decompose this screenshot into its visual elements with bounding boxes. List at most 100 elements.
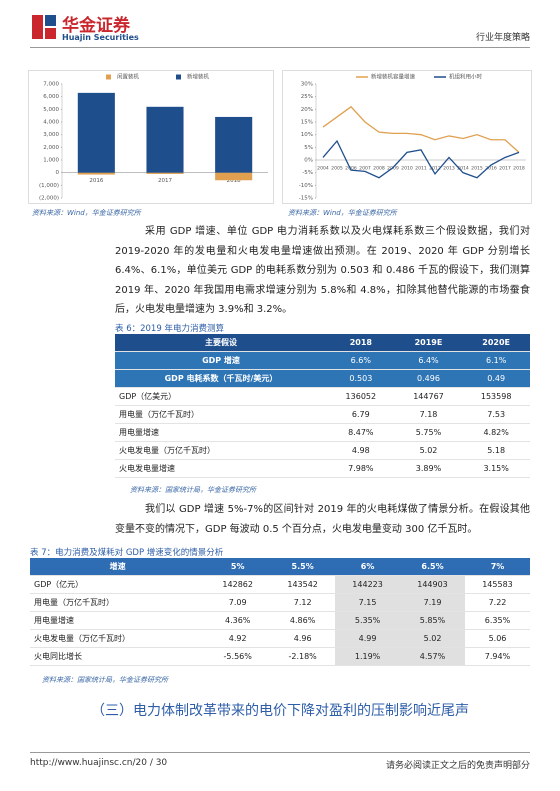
footer-rule	[30, 752, 530, 753]
row-label: 火电发电量增速	[115, 459, 327, 478]
table-cell: 7.19	[400, 593, 465, 612]
table-row: 火电同比增长 -5.56% -2.18% 1.19% 4.57% 7.94%	[30, 647, 530, 666]
table-cell: 5.18	[462, 441, 530, 460]
table-cell: 4.86%	[270, 611, 336, 630]
table-cell: 4.82%	[462, 423, 530, 442]
table-cell: 4.96	[270, 629, 336, 648]
x-tick-label: 2016	[89, 178, 103, 184]
x-tick-label: 2008	[373, 166, 385, 172]
table-cell: 142862	[205, 575, 271, 594]
legend-swatch	[106, 74, 111, 80]
table-cell: 6.6%	[327, 351, 395, 370]
table-cell: 5.02	[400, 629, 465, 648]
table-cell: 2020E	[462, 334, 530, 352]
table-cell: 6%	[335, 558, 401, 576]
row-label: GDP 电耗系数（千瓦时/美元）	[115, 369, 327, 388]
bar-chart: (2,000) (1,000) 0 1,000 2,000 3,000 4,000 5,000…	[28, 70, 274, 204]
bar	[77, 172, 115, 175]
table-cell: 5%	[205, 558, 271, 576]
table-cell: 4.99	[335, 629, 401, 648]
table-cell: 5.5%	[270, 558, 336, 576]
legend-label: 新增装机容量增速	[371, 73, 416, 81]
x-tick-label: 2009	[387, 166, 399, 172]
table-cell: 7.12	[270, 593, 336, 612]
x-tick-label: 2005	[331, 166, 343, 172]
table-cell: 4.98	[327, 441, 395, 460]
table-cell: 4.36%	[205, 611, 271, 630]
source: 资料来源：Wind，华金证券研究所	[32, 209, 141, 217]
legend-label: 闲置装机	[117, 73, 140, 81]
y-tick-label: 6,000	[43, 94, 59, 100]
y-tick-label: 2,000	[43, 145, 59, 151]
table-cell: 5.02	[394, 441, 463, 460]
bar	[146, 106, 184, 173]
x-tick-label: 2010	[401, 166, 413, 172]
x-tick-label: 2017	[158, 178, 172, 184]
y-tick-label: -15%	[299, 196, 313, 202]
table-cell: 5.06	[464, 629, 530, 648]
source: 资料来源：国家统计局，华金证券研究所	[42, 676, 168, 684]
table-row: 用电量（万亿千瓦时） 7.09 7.12 7.15 7.19 7.22	[30, 593, 530, 612]
y-tick-label: 25%	[301, 94, 313, 100]
y-tick-label: 5%	[304, 145, 313, 151]
table-cell: 0.49	[462, 369, 530, 388]
y-tick-label: 1,000	[43, 158, 59, 164]
table-row: 火电发电量增速 7.98% 3.89% 3.15%	[115, 459, 530, 478]
table-cell: 7.53	[462, 405, 530, 424]
paragraph: 采用 GDP 增速、单位 GDP 电力消耗系数以及火电煤耗系数三个假设数据，我们…	[115, 226, 530, 315]
table-row: 增速 5% 5.5% 6% 6.5% 7%	[30, 558, 530, 576]
table-cell: 4.57%	[400, 647, 465, 666]
table-wrap: 主要假设 2018 2019E 2020E GDP 增速 6.6% 6.4% 6.1% GDP …	[115, 334, 530, 478]
logo	[32, 15, 56, 39]
section-label: 行业年度策略	[475, 33, 530, 43]
header-rule	[30, 47, 530, 48]
brand-en: Huajin Securities	[62, 33, 139, 42]
table-row: 火电发电量（万亿千瓦时） 4.98 5.02 5.18	[115, 441, 530, 460]
chart-frame	[28, 70, 274, 204]
y-tick-label: 5,000	[43, 107, 59, 113]
legend-label: 新增装机	[187, 73, 210, 81]
table-cell: 144767	[394, 387, 463, 406]
table-row: GDP 电耗系数（千瓦时/美元） 0.503 0.496 0.49	[115, 369, 530, 388]
table-row: 用电量增速 8.47% 5.75% 4.82%	[115, 423, 530, 442]
y-tick-label: 3,000	[43, 132, 59, 138]
x-tick-label: 2013	[443, 166, 455, 172]
y-tick-label: 0	[56, 170, 60, 176]
y-tick-label: 4,000	[43, 120, 59, 126]
table-row: GDP（亿美元） 136052 144767 153598	[115, 387, 530, 406]
chart-frame	[282, 70, 532, 204]
table-cell: 8.47%	[327, 423, 395, 442]
row-label: 用电量（万亿千瓦时）	[30, 593, 206, 612]
row-label: GDP（亿美元）	[115, 387, 327, 406]
table-cell: 7.22	[464, 593, 530, 612]
line-series	[322, 105, 520, 153]
x-tick-label: 2012	[429, 166, 441, 172]
row-label: 用电量增速	[115, 423, 327, 442]
source: 资料来源：国家统计局，华金证券研究所	[130, 486, 256, 494]
y-tick-label: -5%	[302, 170, 313, 176]
row-label: 火电发电量（万亿千瓦时）	[115, 441, 327, 460]
bar	[146, 172, 184, 174]
data-table: 主要假设 2018 2019E 2020E GDP 增速 6.6% 6.4% 6.1% GDP …	[115, 334, 530, 478]
x-tick-label: 2007	[359, 166, 371, 172]
table-cell: 5.85%	[400, 611, 465, 630]
bar	[215, 172, 253, 181]
y-tick-label: 10%	[301, 132, 313, 138]
table-cell: 144903	[400, 575, 465, 594]
table-cell: 0.496	[394, 369, 463, 388]
source: 资料来源：Wind，华金证券研究所	[288, 209, 397, 217]
y-tick-label: 15%	[301, 120, 313, 126]
x-tick-label: 2018	[227, 178, 241, 184]
table-row: GDP 增速 6.6% 6.4% 6.1%	[115, 351, 530, 370]
x-tick-label: 2018	[513, 166, 525, 172]
footer-url: http://www.huajinsc.cn/20 / 30	[30, 758, 168, 768]
row-label: 用电量（万亿千瓦时）	[115, 405, 327, 424]
table-row: 用电量（万亿千瓦时） 6.79 7.18 7.53	[115, 405, 530, 424]
table-cell: 3.15%	[462, 459, 530, 478]
y-tick-label: 7,000	[43, 82, 59, 88]
table-row: 主要假设 2018 2019E 2020E	[115, 334, 530, 352]
table-cell: -2.18%	[270, 647, 336, 666]
table-row: GDP（亿元） 142862 143542 144223 144903 145583	[30, 575, 530, 594]
y-tick-label: (2,000)	[39, 196, 59, 202]
